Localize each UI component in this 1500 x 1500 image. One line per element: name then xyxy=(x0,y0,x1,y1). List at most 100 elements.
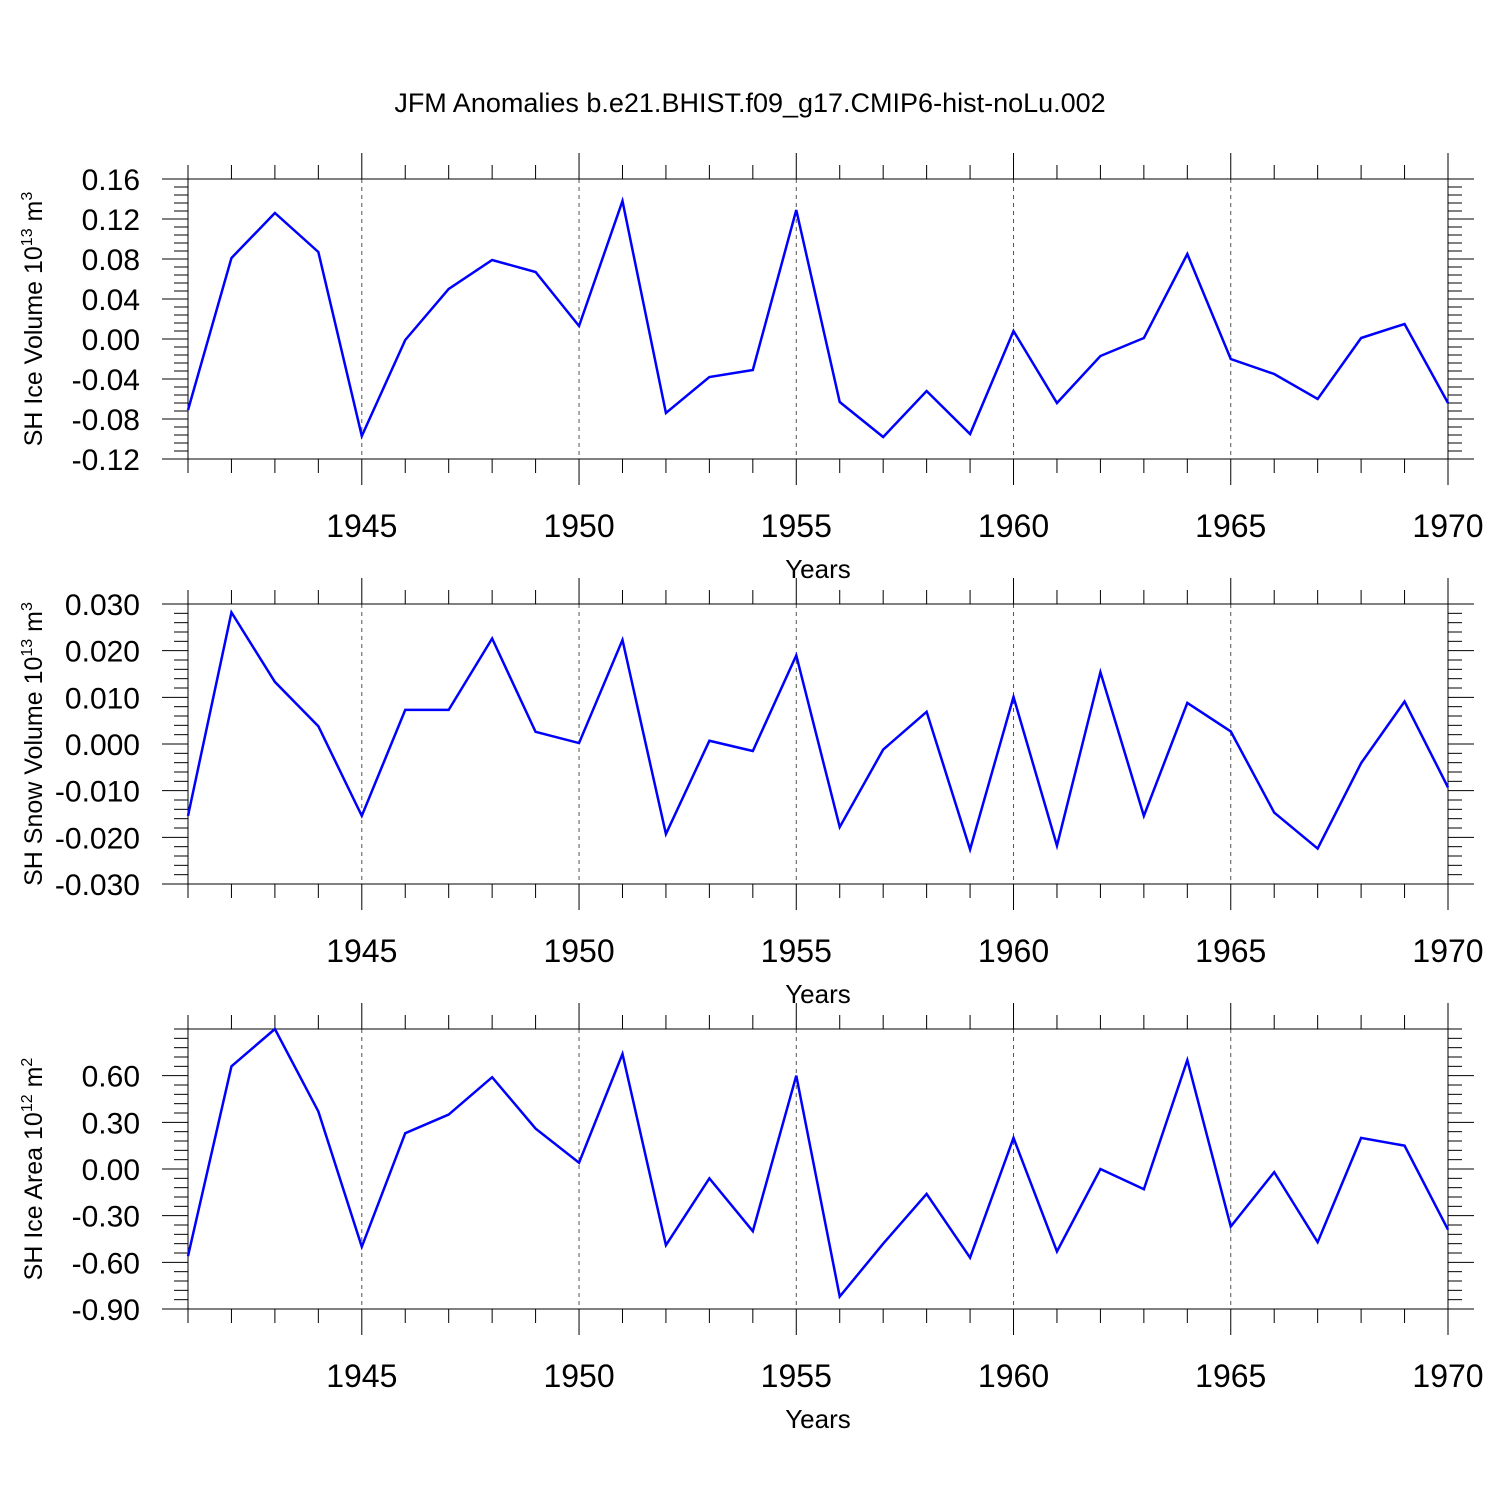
data-point xyxy=(229,610,233,614)
x-tick-label: 1945 xyxy=(326,933,397,969)
x-tick-label: 1970 xyxy=(1412,933,1483,969)
data-point xyxy=(1359,336,1363,340)
y-tick-label: 0.08 xyxy=(82,244,140,277)
y-tick-label: -0.08 xyxy=(72,404,140,437)
data-point xyxy=(1142,336,1146,340)
data-point xyxy=(968,847,972,851)
data-point xyxy=(794,208,798,212)
data-point xyxy=(707,375,711,379)
y-tick-label: 0.000 xyxy=(65,729,140,762)
y-tick-label: -0.90 xyxy=(72,1294,140,1327)
series-line xyxy=(186,609,1450,854)
x-tick-label: 1950 xyxy=(543,1358,614,1394)
chart-panel-2: 0.030 0.020 0.010 0.000 -0.010 -0.020 -0.030 19… xyxy=(19,578,1484,1009)
data-point xyxy=(1316,397,1320,401)
data-point xyxy=(534,730,538,734)
x-tick-label: 1960 xyxy=(978,1358,1049,1394)
data-point xyxy=(360,814,364,818)
y-tick-label: 0.60 xyxy=(82,1061,140,1094)
figure-title: JFM Anomalies b.e21.BHIST.f09_g17.CMIP6-… xyxy=(394,88,1106,118)
data-point xyxy=(360,434,364,438)
x-tick-label: 1960 xyxy=(978,508,1049,544)
x-tick-label: 1965 xyxy=(1195,1358,1266,1394)
chart-panel-3: 0.60 0.30 0.00 -0.30 -0.60 -0.90 1945 1950 1955 1… xyxy=(19,1003,1484,1434)
data-point xyxy=(751,1229,755,1233)
data-point xyxy=(1098,354,1102,358)
data-point xyxy=(1272,811,1276,815)
data-point xyxy=(316,250,320,254)
data-point xyxy=(1012,329,1016,333)
x-tick-label: 1955 xyxy=(761,508,832,544)
x-tick-label: 1970 xyxy=(1412,508,1483,544)
data-point xyxy=(1098,1167,1102,1171)
y-tick-label: -0.010 xyxy=(55,776,140,809)
data-point xyxy=(1446,401,1450,405)
data-point xyxy=(968,432,972,436)
y-tick-label: 0.16 xyxy=(82,164,140,197)
y-tick-label: 0.30 xyxy=(82,1107,140,1140)
data-point xyxy=(1055,401,1059,405)
data-point xyxy=(1403,700,1407,704)
y-tick-label: -0.020 xyxy=(55,822,140,855)
data-point xyxy=(881,435,885,439)
data-point xyxy=(1403,322,1407,326)
data-point xyxy=(1142,1187,1146,1191)
data-point xyxy=(664,1243,668,1247)
data-point xyxy=(447,708,451,712)
data-point xyxy=(1403,1144,1407,1148)
x-tick-label: 1965 xyxy=(1195,508,1266,544)
data-point xyxy=(1012,695,1016,699)
data-point xyxy=(1185,252,1189,256)
data-point xyxy=(1012,1136,1016,1140)
x-axis-label: Years xyxy=(785,979,851,1009)
data-point xyxy=(1229,1225,1233,1229)
data-point xyxy=(881,1242,885,1246)
x-tick-label: 1970 xyxy=(1412,1358,1483,1394)
data-point xyxy=(1185,701,1189,705)
x-tick-label: 1950 xyxy=(543,933,614,969)
data-point xyxy=(1185,1058,1189,1062)
data-point xyxy=(881,748,885,752)
x-tick-label: 1945 xyxy=(326,1358,397,1394)
data-point xyxy=(1446,785,1450,789)
data-point xyxy=(403,1131,407,1135)
data-point xyxy=(1142,814,1146,818)
series-line xyxy=(186,1027,1450,1300)
data-point xyxy=(273,1027,277,1031)
data-point xyxy=(1446,1228,1450,1232)
x-tick-label: 1960 xyxy=(978,933,1049,969)
x-tick-label: 1945 xyxy=(326,508,397,544)
y-axis-label: SH Ice Area 1012 m2 xyxy=(19,1058,48,1281)
y-tick-label: 0.12 xyxy=(82,204,140,237)
chart-panel-1: 0.16 0.12 0.08 0.04 0.00 -0.04 -0.08 -0.12 1945 1… xyxy=(19,153,1484,584)
data-point xyxy=(490,1075,494,1079)
y-tick-label: 0.00 xyxy=(82,1154,140,1187)
data-point xyxy=(577,1161,581,1165)
data-point xyxy=(577,324,581,328)
data-point xyxy=(751,749,755,753)
data-point xyxy=(1229,729,1233,733)
data-point xyxy=(186,1254,190,1258)
data-point xyxy=(577,741,581,745)
y-axis-label: SH Snow Volume 1013 m3 xyxy=(19,602,48,886)
data-point xyxy=(838,1295,842,1299)
data-point xyxy=(534,270,538,274)
data-point xyxy=(403,338,407,342)
data-point xyxy=(620,199,624,203)
data-point xyxy=(1098,670,1102,674)
x-tick-label: 1965 xyxy=(1195,933,1266,969)
data-point xyxy=(968,1256,972,1260)
data-point xyxy=(707,1176,711,1180)
data-point xyxy=(316,724,320,728)
data-point xyxy=(664,832,668,836)
y-tick-label: 0.010 xyxy=(65,682,140,715)
plot-frame xyxy=(187,1028,1449,1310)
x-tick-label: 1955 xyxy=(761,1358,832,1394)
data-point xyxy=(186,814,190,818)
data-point xyxy=(534,1127,538,1131)
data-point xyxy=(360,1245,364,1249)
data-point xyxy=(229,1064,233,1068)
data-point xyxy=(316,1109,320,1113)
data-point xyxy=(229,256,233,260)
data-point xyxy=(1272,372,1276,376)
